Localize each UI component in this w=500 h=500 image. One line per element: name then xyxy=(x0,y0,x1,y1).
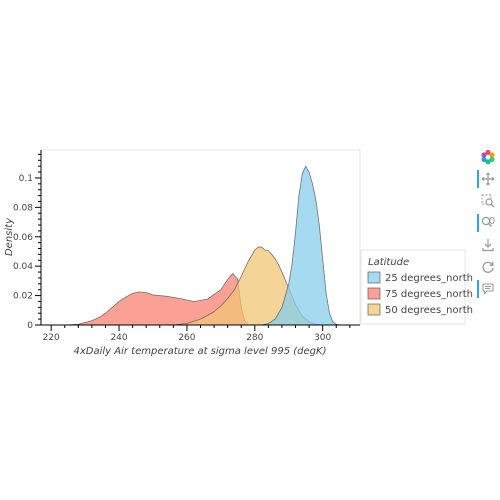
wheel-zoom-icon xyxy=(481,216,495,227)
x-tick-label: 280 xyxy=(246,333,263,343)
y-tick-label: 0.1 xyxy=(19,174,33,184)
legend: Latitude 25 degrees_north 75 degrees_nort… xyxy=(360,249,473,325)
pan-icon xyxy=(481,172,495,186)
y-tick-label: 0.04 xyxy=(13,262,33,272)
y-axis: 0 0.02 0.04 0.06 0.08 0.1 xyxy=(13,150,42,331)
toolbar xyxy=(477,146,500,300)
reset-icon xyxy=(482,261,494,273)
x-axis: 220 240 260 280 300 xyxy=(41,324,360,343)
x-tick-label: 220 xyxy=(43,333,60,343)
y-tick-label: 0.08 xyxy=(13,203,33,213)
bokeh-logo-icon xyxy=(481,149,495,165)
y-tick-label: 0.06 xyxy=(13,233,33,243)
legend-swatch-50-degrees-north xyxy=(367,303,381,316)
legend-label-75-degrees-north: 75 degrees_north xyxy=(385,289,473,300)
legend-swatch-75-degrees-north xyxy=(367,287,381,300)
pan-tool[interactable] xyxy=(477,168,499,190)
bokeh-logo xyxy=(477,146,499,168)
save-icon xyxy=(482,239,494,252)
density-areas xyxy=(64,165,341,326)
legend-title: Latitude xyxy=(368,257,409,268)
legend-swatch-25-degrees-north xyxy=(367,271,381,284)
wheel-zoom-tool[interactable] xyxy=(477,212,499,234)
x-axis-label: 4xDaily Air temperature at sigma level 9… xyxy=(74,346,327,357)
y-axis-label: Density xyxy=(4,217,15,256)
x-tick-label: 240 xyxy=(110,333,127,343)
y-tick-label: 0.02 xyxy=(13,292,33,302)
x-tick-label: 260 xyxy=(178,333,195,343)
box-zoom-tool[interactable] xyxy=(477,190,499,212)
area-25-degrees-north xyxy=(261,165,341,326)
legend-label-50-degrees-north: 50 degrees_north xyxy=(385,305,473,316)
reset-tool[interactable] xyxy=(477,256,499,278)
hover-tool[interactable] xyxy=(477,278,499,300)
legend-label-25-degrees-north: 25 degrees_north xyxy=(385,273,473,284)
x-tick-label: 300 xyxy=(314,333,331,343)
save-tool[interactable] xyxy=(477,234,499,256)
box-zoom-icon xyxy=(481,194,495,208)
hover-icon xyxy=(482,283,494,295)
y-tick-label: 0 xyxy=(27,321,33,331)
